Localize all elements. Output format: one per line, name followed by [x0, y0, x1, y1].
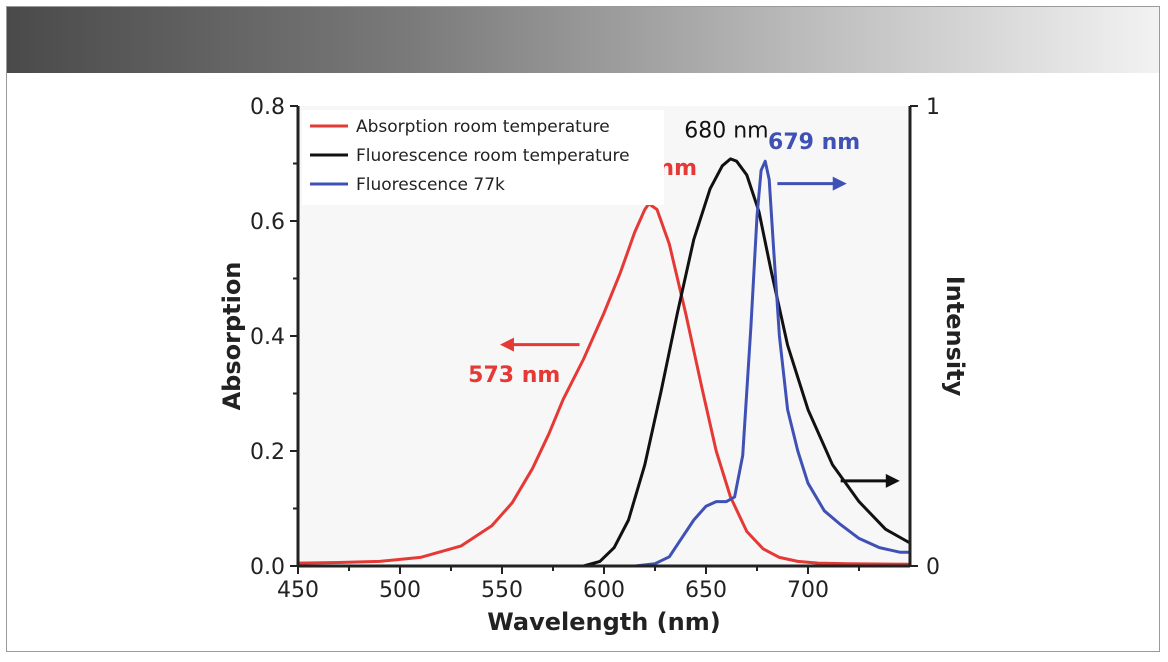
x-tick-label: 550	[481, 578, 523, 603]
y-tick-label: 0.2	[250, 440, 285, 465]
legend-label: Absorption room temperature	[356, 117, 610, 137]
x-tick-label: 700	[787, 578, 829, 603]
annotation-label: 679 nm	[768, 130, 860, 155]
annotation-label: 680 nm	[684, 119, 768, 144]
x-tick-label: 450	[277, 578, 319, 603]
y-tick-label: 0.8	[250, 95, 285, 120]
x-tick-label: 500	[379, 578, 421, 603]
y-axis-label: Absorption	[218, 262, 246, 411]
arrow-right	[777, 176, 847, 191]
y2-tick-label: 1	[926, 95, 940, 120]
x-axis-label: Wavelength (nm)	[487, 608, 720, 636]
legend-box	[302, 110, 664, 205]
y2-tick-label: 0	[926, 555, 940, 580]
arrow-right	[840, 473, 900, 488]
y-tick-label: 0.4	[250, 325, 285, 350]
y-tick-label: 0.0	[250, 555, 285, 580]
x-tick-label: 600	[583, 578, 625, 603]
series-line-1	[583, 157, 911, 568]
legend-label: Fluorescence room temperature	[356, 146, 630, 166]
series-line-0	[297, 202, 911, 566]
series-line-2	[634, 159, 910, 568]
header-bar	[7, 7, 1159, 73]
arrow-left	[499, 337, 580, 352]
legend-label: Fluorescence 77k	[356, 175, 505, 195]
annotation-label: 573 nm	[468, 363, 560, 388]
y2-axis-label: Intensity	[941, 276, 969, 397]
y-tick-label: 0.6	[250, 210, 285, 235]
x-tick-label: 650	[685, 578, 727, 603]
